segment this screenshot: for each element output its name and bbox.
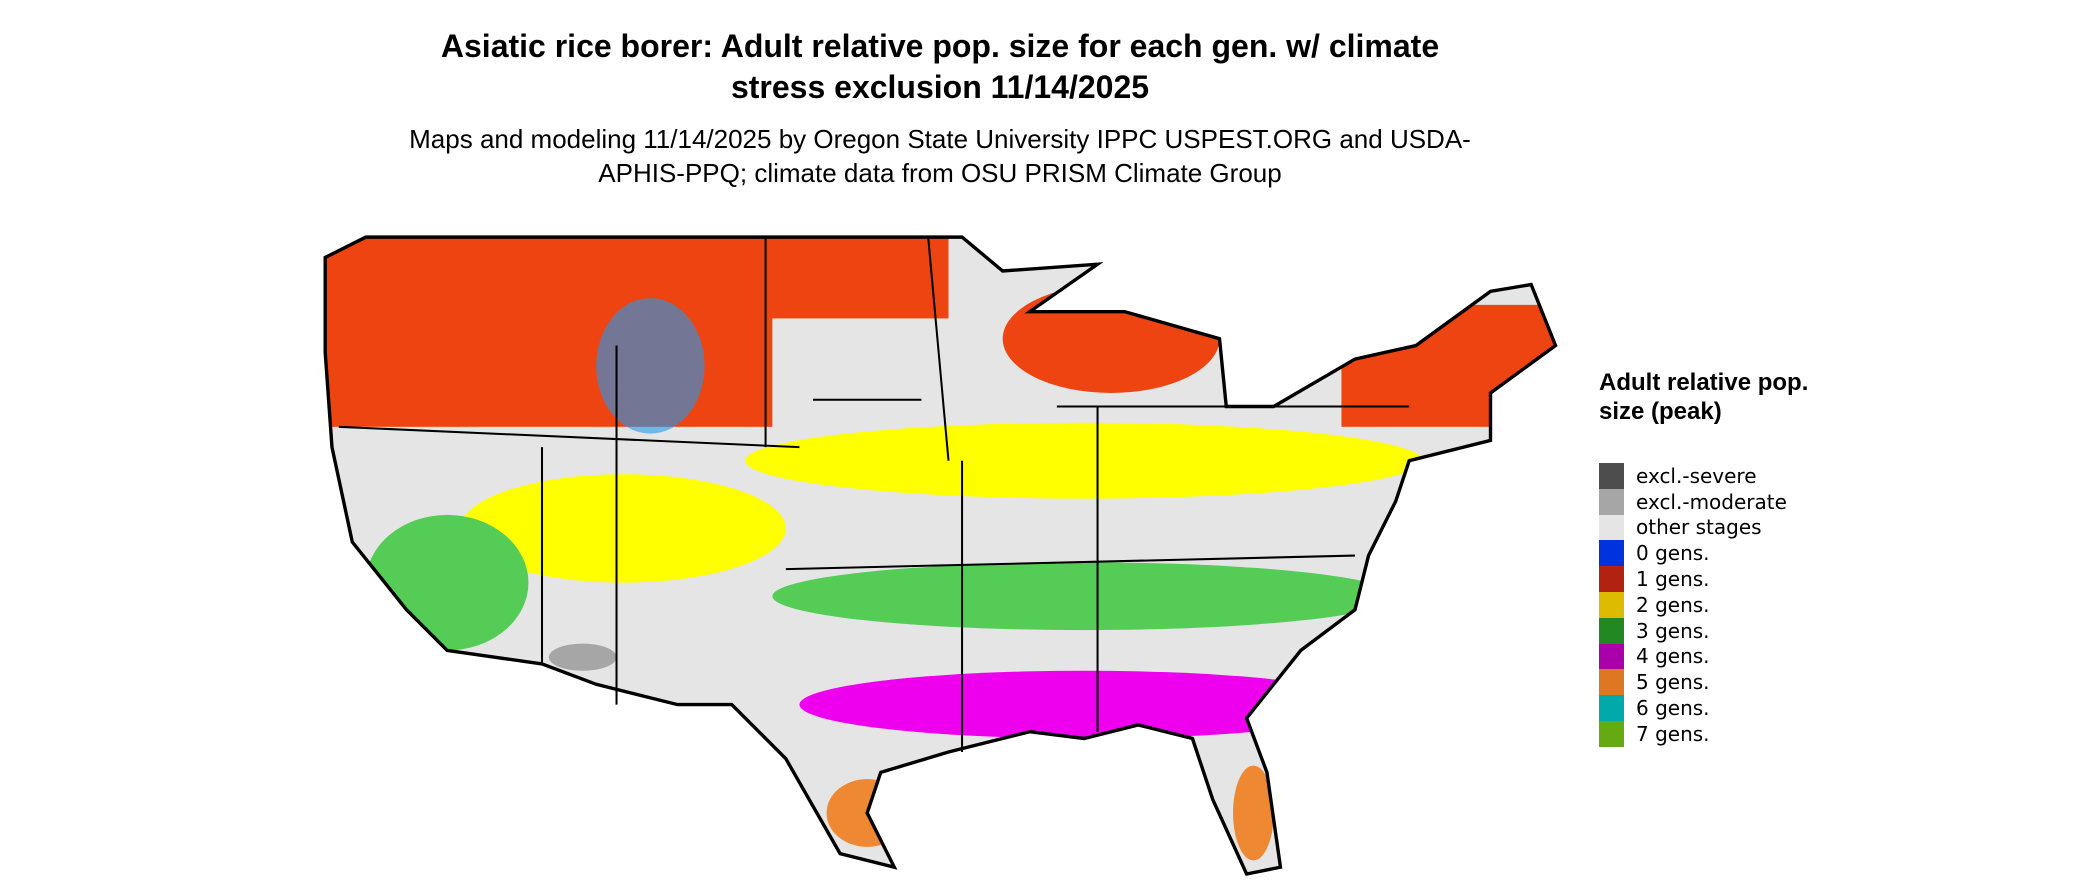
legend-item: 7 gens. [1599, 720, 1787, 747]
legend-label: other stages [1636, 515, 1762, 540]
legend-swatch [1599, 720, 1624, 747]
map-title: Asiatic rice borer: Adult relative pop. … [440, 28, 1440, 105]
legend-swatch [1599, 566, 1624, 592]
legend-swatch [1599, 591, 1624, 618]
legend-label: 7 gens. [1636, 721, 1710, 746]
legend-item: excl.-severe [1599, 463, 1787, 489]
legend-swatch [1599, 540, 1624, 567]
legend-label: 5 gens. [1636, 670, 1710, 695]
legend-item: 3 gens. [1599, 617, 1787, 644]
legend-item: other stages [1599, 514, 1787, 541]
map-subtitle: Maps and modeling 11/14/2025 by Oregon S… [409, 124, 1471, 188]
legend-label: 4 gens. [1636, 644, 1710, 669]
legend-swatch [1599, 695, 1624, 721]
legend-label: excl.-severe [1636, 463, 1757, 488]
legend-label: 2 gens. [1636, 592, 1710, 617]
legend-swatch [1599, 514, 1624, 541]
us-map [323, 235, 1558, 876]
legend-label: 1 gens. [1636, 567, 1710, 592]
legend-label: 3 gens. [1636, 618, 1710, 643]
legend-item: 2 gens. [1599, 591, 1787, 618]
legend-swatch [1599, 488, 1624, 515]
legend-item: 4 gens. [1599, 643, 1787, 670]
legend-swatch [1599, 617, 1624, 644]
legend-item: 5 gens. [1599, 669, 1787, 696]
legend-swatch [1599, 463, 1624, 489]
legend-swatch [1599, 643, 1624, 670]
legend-item: 6 gens. [1599, 695, 1787, 721]
legend-item: 0 gens. [1599, 540, 1787, 567]
legend-label: excl.-moderate [1636, 489, 1787, 514]
legend-item: 1 gens. [1599, 566, 1787, 592]
legend-label: 0 gens. [1636, 541, 1710, 566]
legend-label: 6 gens. [1636, 696, 1710, 721]
legend-swatch [1599, 669, 1624, 696]
legend: excl.-severe excl.-moderate other stages 0 … [1599, 463, 1787, 747]
legend-title: Adult relative pop. size (peak) [1599, 369, 1809, 425]
legend-item: excl.-moderate [1599, 488, 1787, 515]
